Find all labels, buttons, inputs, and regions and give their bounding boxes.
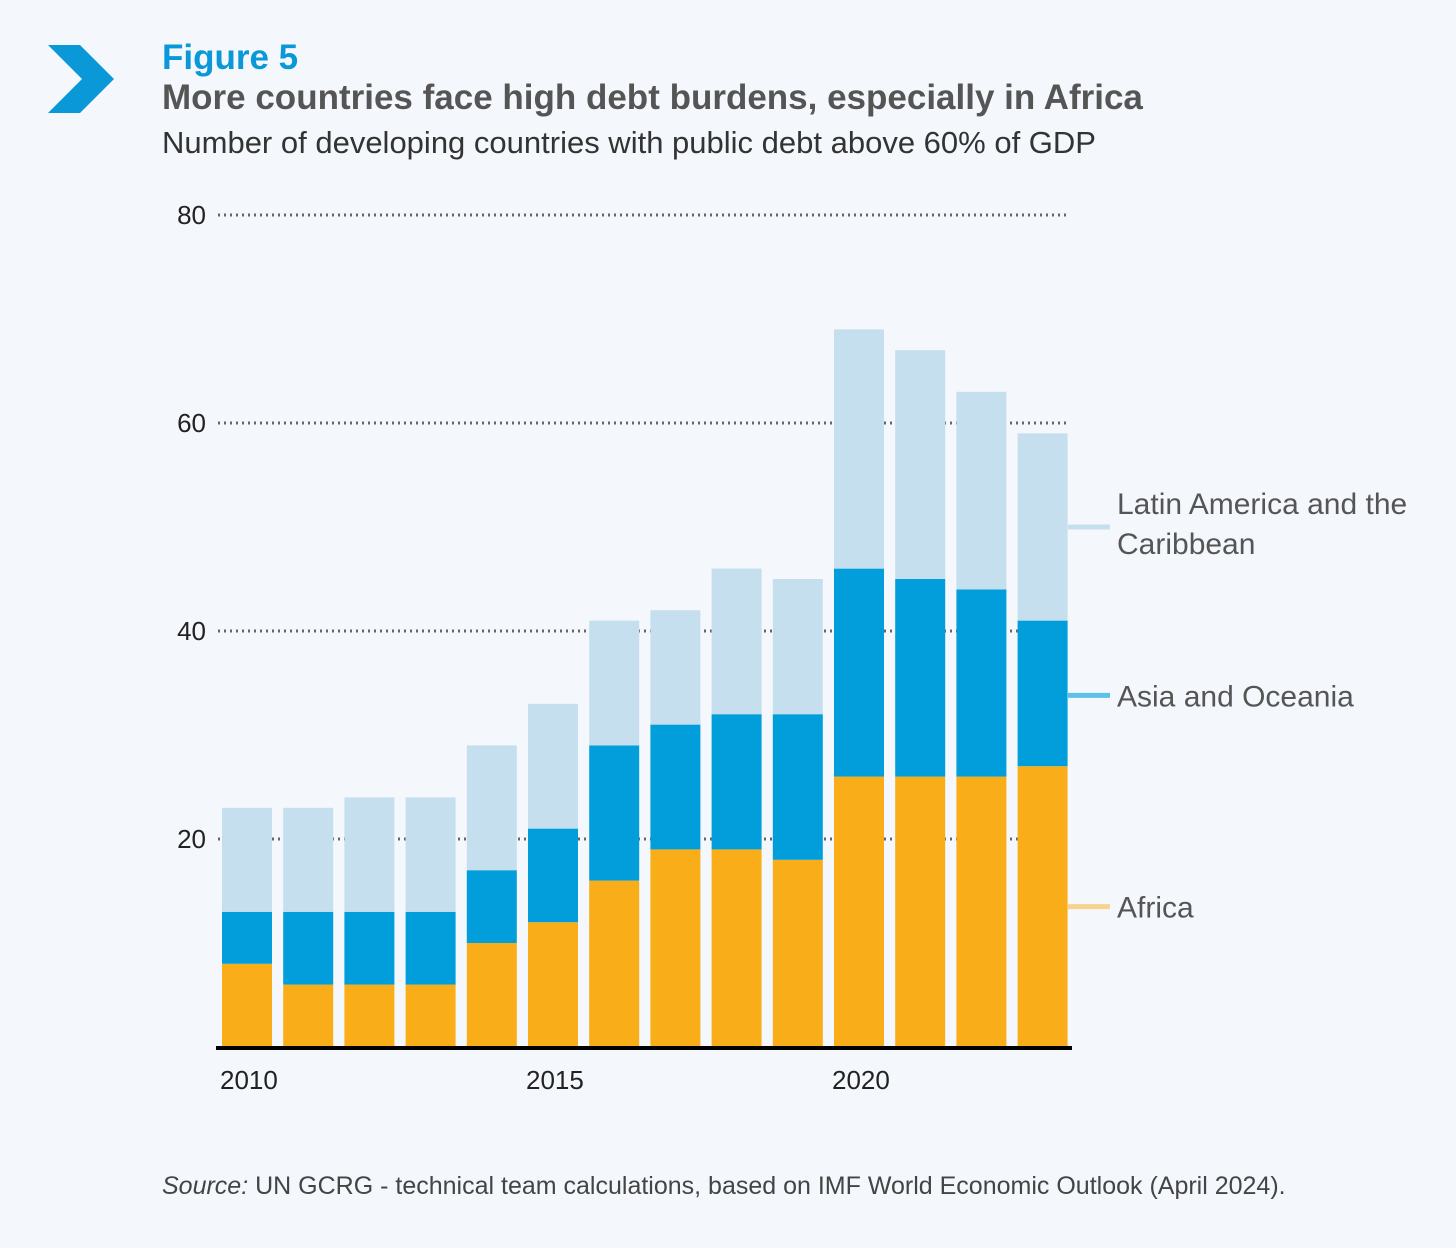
bar-segment-asia-and-oceania: [405, 911, 456, 985]
bar-segment-asia-and-oceania: [956, 589, 1007, 777]
bar-segment-asia-and-oceania: [589, 745, 640, 881]
x-tick-label: 2010: [220, 1065, 278, 1095]
source-note: Source: UN GCRG - technical team calcula…: [162, 1172, 1286, 1201]
bar-segment-africa: [528, 922, 578, 1047]
bar-segment-asia-and-oceania: [1017, 620, 1068, 767]
figure-label: Figure 5: [162, 38, 299, 77]
y-tick-label: 40: [177, 616, 206, 646]
bar-segment-asia-and-oceania: [344, 911, 395, 985]
y-tick-label: 60: [177, 408, 206, 438]
bar-segment-latin-america-and-the-caribbean: [834, 329, 884, 569]
bar-segment-asia-and-oceania: [711, 714, 762, 850]
y-tick-label: 80: [177, 200, 206, 230]
source-text: UN GCRG - technical team calculations, b…: [248, 1172, 1286, 1200]
bar-segment-latin-america-and-the-caribbean: [283, 807, 334, 912]
bar-segment-latin-america-and-the-caribbean: [344, 797, 395, 912]
bar-segment-africa: [589, 880, 640, 1047]
bar-segment-africa: [283, 984, 334, 1047]
bar-segment-africa: [466, 943, 517, 1047]
bar-segment-asia-and-oceania: [834, 568, 884, 777]
legend-latam-label: Latin America and the: [1117, 488, 1407, 521]
bar-segment-africa: [650, 849, 701, 1047]
bar-segment-asia-and-oceania: [466, 870, 517, 943]
bar-segment-africa: [711, 849, 762, 1047]
bar-segment-latin-america-and-the-caribbean: [895, 350, 946, 579]
legend-africa-label: Africa: [1117, 892, 1194, 925]
bar-segment-latin-america-and-the-caribbean: [711, 568, 762, 715]
chart-subtitle: Number of developing countries with publ…: [162, 125, 1096, 160]
bar-segment-africa: [344, 984, 395, 1047]
bar-segment-latin-america-and-the-caribbean: [589, 620, 640, 746]
bar-segment-latin-america-and-the-caribbean: [528, 703, 578, 829]
legend-asia-label: Asia and Oceania: [1117, 680, 1354, 713]
bar-segment-africa: [222, 963, 272, 1047]
chevron-logo-icon: [48, 45, 114, 113]
x-tick-label: 2020: [832, 1065, 890, 1095]
bar-segment-africa: [1017, 766, 1068, 1047]
bar-segment-asia-and-oceania: [222, 911, 272, 964]
x-tick-label: 2015: [526, 1065, 584, 1095]
y-tick-label: 20: [177, 824, 206, 854]
bar-segment-latin-america-and-the-caribbean: [222, 807, 272, 912]
bar-segment-latin-america-and-the-caribbean: [956, 391, 1007, 590]
bar-segment-latin-america-and-the-caribbean: [650, 610, 701, 725]
bar-segment-latin-america-and-the-caribbean: [1017, 433, 1068, 621]
bar-segment-asia-and-oceania: [283, 911, 334, 985]
bar-segment-latin-america-and-the-caribbean: [466, 745, 517, 871]
bar-segment-latin-america-and-the-caribbean: [772, 579, 823, 715]
bar-segment-asia-and-oceania: [528, 828, 578, 923]
bar-segment-asia-and-oceania: [895, 579, 946, 777]
chart-title: More countries face high debt burdens, e…: [162, 78, 1143, 117]
source-prefix: Source:: [162, 1172, 249, 1200]
legend-latam-label: Caribbean: [1117, 528, 1255, 561]
bar-segment-asia-and-oceania: [650, 724, 701, 850]
bar-segment-asia-and-oceania: [772, 714, 823, 860]
bar-segment-africa: [405, 984, 456, 1047]
bar-segment-africa: [772, 859, 823, 1047]
bar-segment-latin-america-and-the-caribbean: [405, 797, 456, 912]
bar-segment-africa: [834, 776, 884, 1047]
bar-segment-africa: [956, 776, 1007, 1047]
bar-segment-africa: [895, 776, 946, 1047]
